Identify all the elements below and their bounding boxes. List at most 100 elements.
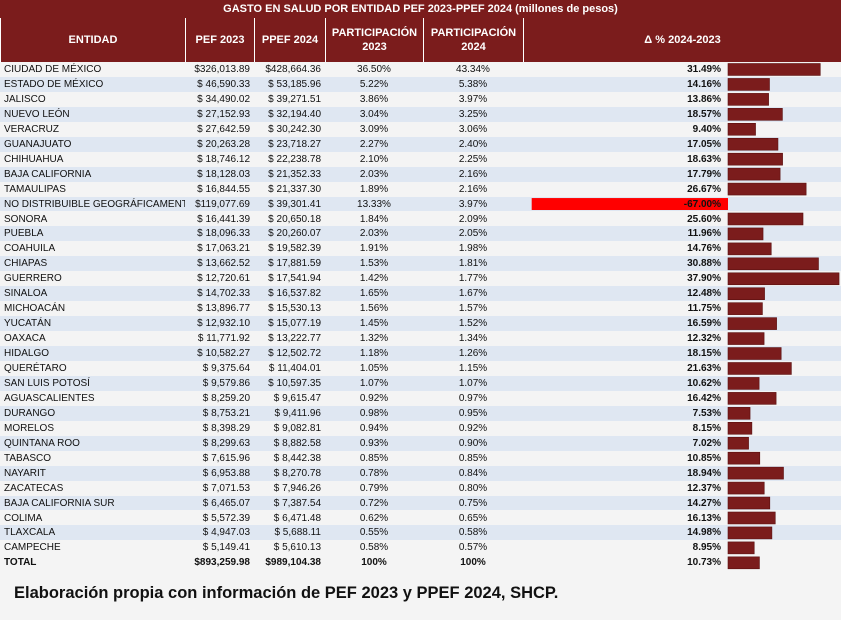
cell-value: $ 32,194.40 xyxy=(268,108,321,120)
row-background xyxy=(0,435,841,451)
row-background xyxy=(0,465,841,481)
cell-value: $ 18,096.33 xyxy=(197,228,250,240)
cell-value: $ 18,746.12 xyxy=(197,153,250,165)
cell-value: 3.09% xyxy=(359,123,389,135)
row-background xyxy=(0,316,841,332)
cell-value: 16.13% xyxy=(687,512,721,524)
data-bar xyxy=(727,242,772,256)
cell-value: $893,259.98 xyxy=(194,557,250,569)
data-bar xyxy=(727,541,755,555)
cell-value: 1.89% xyxy=(359,183,389,195)
cell-value: $ 5,610.13 xyxy=(273,542,321,554)
cell-value: $ 27,152.93 xyxy=(197,108,250,120)
data-bar xyxy=(727,123,756,136)
cell-value: $ 27,642.59 xyxy=(197,123,250,135)
row-background xyxy=(0,166,841,182)
cell-value: 0.57% xyxy=(458,542,488,554)
cell-value: 14.76% xyxy=(687,243,721,255)
cell-value: 1.07% xyxy=(458,377,488,389)
cell-value: 1.67% xyxy=(458,288,488,300)
cell-value: 14.16% xyxy=(687,78,721,90)
cell-value: 12.32% xyxy=(687,333,721,345)
cell-value: $ 15,530.13 xyxy=(268,303,321,315)
cell-value: 2.25% xyxy=(458,153,488,165)
cell-value: -67.00% xyxy=(683,198,721,210)
cell-value: $ 17,063.21 xyxy=(197,243,250,255)
column-header: PEF 2023 xyxy=(185,18,254,62)
cell-value: 1.77% xyxy=(458,273,488,285)
caption: Elaboración propia con información de PE… xyxy=(14,584,559,602)
data-bar xyxy=(727,556,760,570)
cell-value: $989,104.38 xyxy=(265,557,321,569)
cell-value: 2.40% xyxy=(458,138,488,150)
table-title: GASTO EN SALUD POR ENTIDAD PEF 2023-PPEF… xyxy=(0,0,841,18)
cell-value: $ 13,222.77 xyxy=(268,333,321,345)
cell-value: 0.58% xyxy=(458,527,488,539)
cell-value: 0.90% xyxy=(458,437,488,449)
entity-name: QUINTANA ROO xyxy=(4,437,80,449)
cell-value: 2.27% xyxy=(359,138,389,150)
cell-value: $ 9,579.86 xyxy=(202,377,250,389)
cell-value: 0.65% xyxy=(458,512,488,524)
cell-value: $ 6,465.07 xyxy=(202,497,250,509)
column-header: PARTICIPACIÓN 2023 xyxy=(325,18,423,62)
cell-value: $ 46,590.33 xyxy=(197,78,250,90)
cell-value: 2.05% xyxy=(458,228,488,240)
negative-bar xyxy=(531,198,728,210)
cell-value: 25.60% xyxy=(687,213,721,225)
cell-value: $ 8,299.63 xyxy=(202,437,250,449)
cell-value: 100% xyxy=(460,557,486,569)
cell-value: $ 10,582.27 xyxy=(197,348,250,360)
data-bar xyxy=(727,496,771,510)
cell-value: $ 8,398.29 xyxy=(202,422,250,434)
cell-value: 1.42% xyxy=(359,273,389,285)
cell-value: $ 5,688.11 xyxy=(274,527,321,539)
entity-name: CIUDAD DE MÉXICO xyxy=(4,64,102,75)
entity-name: BAJA CALIFORNIA SUR xyxy=(4,497,115,509)
cell-value: $ 5,149.41 xyxy=(202,542,250,554)
entity-name: MICHOACÁN xyxy=(4,303,66,315)
cell-value: 0.93% xyxy=(359,437,389,449)
data-bar xyxy=(727,466,784,480)
entity-name: CHIAPAS xyxy=(4,258,48,270)
cell-value: $ 8,270.78 xyxy=(273,467,321,479)
cell-value: 0.84% xyxy=(458,467,488,479)
entity-name: HIDALGO xyxy=(4,348,50,360)
cell-value: 2.16% xyxy=(458,168,488,180)
cell-value: 0.98% xyxy=(359,407,389,419)
cell-value: $ 12,720.61 xyxy=(197,273,250,285)
row-background xyxy=(0,106,841,122)
entity-name: JALISCO xyxy=(4,93,46,105)
cell-value: 1.52% xyxy=(458,318,488,330)
cell-value: 21.63% xyxy=(687,363,721,374)
cell-value: 1.91% xyxy=(359,243,389,255)
cell-value: 31.49% xyxy=(687,64,721,75)
cell-value: $ 11,771.92 xyxy=(197,333,250,345)
cell-value: 10.62% xyxy=(687,377,721,389)
cell-value: 26.67% xyxy=(687,183,721,195)
cell-value: 1.56% xyxy=(359,303,389,315)
data-bar xyxy=(727,78,770,91)
entity-name: TABASCO xyxy=(4,452,52,464)
cell-value: 1.26% xyxy=(458,348,488,360)
cell-value: 1.15% xyxy=(458,363,488,374)
data-bar xyxy=(727,407,751,420)
cell-value: 9.40% xyxy=(692,123,721,135)
cell-value: $ 9,082.81 xyxy=(273,422,321,434)
cell-value: 0.58% xyxy=(359,542,389,554)
cell-value: 0.78% xyxy=(359,467,389,479)
data-bar xyxy=(727,108,783,121)
cell-value: 7.02% xyxy=(692,437,721,449)
cell-value: 1.65% xyxy=(359,288,389,300)
data-bar xyxy=(727,287,765,300)
cell-value: 16.42% xyxy=(687,392,721,404)
data-bar xyxy=(727,257,819,271)
entity-name: SAN LUIS POTOSÍ xyxy=(4,377,90,389)
entity-name: TOTAL xyxy=(4,557,37,569)
cell-value: $119,077.69 xyxy=(195,198,250,210)
data-bar xyxy=(727,451,761,465)
data-bar xyxy=(727,182,807,196)
row-background xyxy=(0,256,841,272)
cell-value: 0.97% xyxy=(458,392,488,404)
data-bar xyxy=(727,347,782,360)
